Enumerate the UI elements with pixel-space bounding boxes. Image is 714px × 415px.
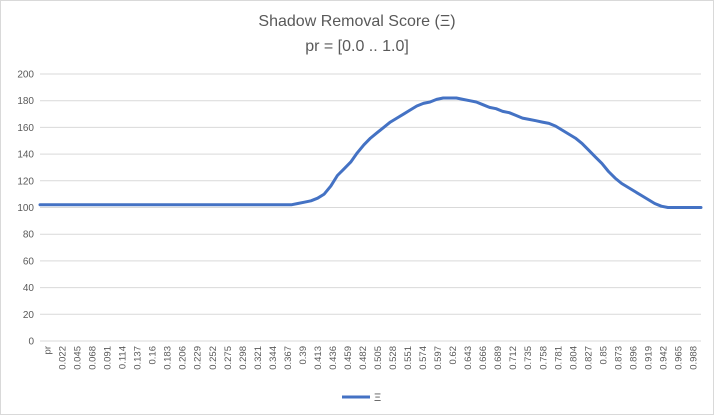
x-tick-label: 0.551 bbox=[403, 346, 414, 370]
x-tick-label: 0.275 bbox=[223, 346, 234, 370]
x-tick-label: 0.022 bbox=[58, 346, 69, 370]
legend-label: Ξ bbox=[374, 392, 381, 404]
y-tick-label: 40 bbox=[23, 283, 35, 294]
x-tick-label: 0.919 bbox=[643, 346, 654, 370]
x-tick-label: 0.321 bbox=[253, 346, 264, 370]
y-tick-label: 120 bbox=[17, 176, 34, 187]
x-tick-label: 0.689 bbox=[493, 346, 504, 370]
x-tick-label: 0.413 bbox=[313, 346, 324, 370]
x-tick-label: 0.781 bbox=[553, 346, 564, 370]
x-tick-label: 0.183 bbox=[163, 346, 174, 370]
x-tick-label: 0.643 bbox=[463, 346, 474, 370]
x-tick-label: 0.206 bbox=[178, 346, 189, 370]
y-tick-label: 140 bbox=[17, 150, 34, 161]
x-tick-label: 0.505 bbox=[373, 346, 384, 370]
x-tick-label: 0.298 bbox=[238, 346, 249, 370]
x-tick-label: 0.068 bbox=[88, 346, 99, 370]
x-tick-label: 0.735 bbox=[523, 346, 534, 370]
chart-subtitle: pr = [0.0 .. 1.0] bbox=[305, 38, 409, 55]
x-tick-label: 0.712 bbox=[508, 346, 519, 370]
x-tick-label: 0.114 bbox=[118, 346, 129, 369]
x-axis-ticks: pr 0.022 0.045 0.068 0.091 0.114 0.137 0.16 0.18… bbox=[43, 346, 700, 370]
x-tick-label: 0.804 bbox=[568, 346, 579, 370]
x-tick-label: 0.528 bbox=[388, 346, 399, 370]
x-tick-label: 0.459 bbox=[343, 346, 354, 370]
y-tick-label: 200 bbox=[17, 70, 34, 81]
x-tick-label: 0.965 bbox=[673, 346, 684, 370]
x-tick-label: 0.597 bbox=[433, 346, 444, 370]
y-tick-label: 160 bbox=[17, 123, 34, 134]
x-tick-label: 0.896 bbox=[628, 346, 639, 370]
x-tick-label: 0.16 bbox=[148, 346, 159, 365]
x-tick-label: 0.344 bbox=[268, 346, 279, 370]
y-tick-label: 80 bbox=[23, 230, 35, 241]
x-tick-label: 0.827 bbox=[583, 346, 594, 370]
x-tick-label: 0.045 bbox=[73, 346, 84, 370]
legend: Ξ bbox=[342, 392, 381, 404]
x-tick-label: 0.39 bbox=[298, 346, 309, 365]
x-tick-label: 0.436 bbox=[328, 346, 339, 370]
grid-layer bbox=[40, 73, 701, 342]
x-tick-label: 0.367 bbox=[283, 346, 294, 370]
series-layer bbox=[38, 96, 703, 209]
x-tick-label: 0.666 bbox=[478, 346, 489, 370]
y-axis-ticks: 0 20 40 60 80 100 120 140 160 180 200 bbox=[17, 70, 34, 348]
x-tick-label: 0.758 bbox=[538, 346, 549, 370]
x-tick-label: 0.252 bbox=[208, 346, 219, 370]
y-tick-label: 20 bbox=[23, 310, 35, 321]
x-tick-label: 0.482 bbox=[358, 346, 369, 370]
x-tick-label: 0.229 bbox=[193, 346, 204, 370]
x-tick-label: pr bbox=[43, 346, 54, 354]
x-tick-label: 0.85 bbox=[598, 346, 609, 365]
y-tick-label: 0 bbox=[28, 337, 34, 348]
x-tick-label: 0.988 bbox=[688, 346, 699, 370]
y-tick-label: 100 bbox=[17, 203, 34, 214]
x-tick-label: 0.62 bbox=[448, 346, 459, 365]
y-tick-label: 60 bbox=[23, 256, 35, 267]
chart-title: Shadow Removal Score (Ξ) bbox=[258, 13, 455, 30]
x-tick-label: 0.873 bbox=[613, 346, 624, 370]
y-tick-label: 180 bbox=[17, 96, 34, 107]
x-tick-label: 0.091 bbox=[103, 346, 114, 370]
x-tick-label: 0.942 bbox=[658, 346, 669, 370]
x-tick-label: 0.137 bbox=[133, 346, 144, 370]
series-line bbox=[38, 96, 703, 209]
x-tick-label: 0.574 bbox=[418, 346, 429, 370]
